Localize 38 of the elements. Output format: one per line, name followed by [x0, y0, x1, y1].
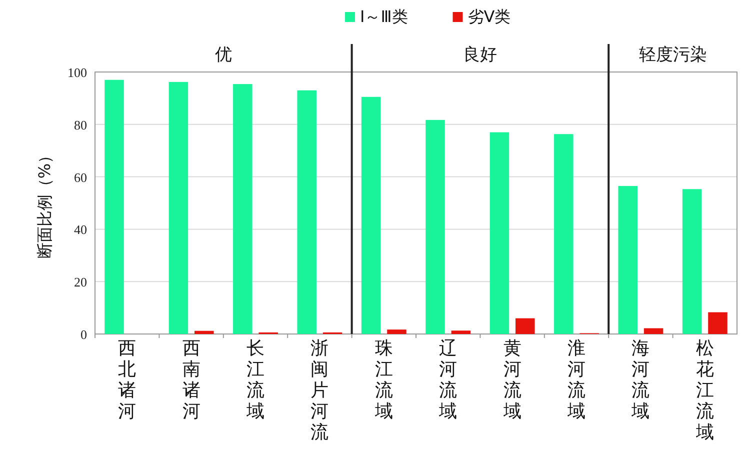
y-tick-label: 80 — [74, 117, 87, 132]
bar — [682, 189, 702, 334]
bar — [361, 96, 381, 334]
x-tick-label: 长江流域 — [246, 338, 264, 422]
bar — [297, 90, 316, 334]
text: 优 — [214, 45, 232, 65]
x-tick-label: 西南诸河 — [182, 338, 200, 422]
bar — [708, 312, 728, 334]
x-tick-label: 海河流域 — [630, 338, 650, 422]
legend-label: Ⅰ～Ⅲ类 — [360, 7, 408, 26]
bar — [104, 80, 124, 334]
x-tick-label: 淮河流域 — [566, 338, 586, 422]
y-tick-label: 20 — [74, 274, 87, 290]
bar — [387, 330, 406, 334]
bar — [194, 330, 214, 334]
bar — [644, 328, 664, 334]
bar — [516, 318, 535, 334]
y-tick-label: 100 — [68, 65, 87, 80]
bar — [233, 84, 252, 334]
y-tick-label: 0 — [80, 327, 87, 342]
x-tick-label: 辽河流域 — [438, 338, 458, 422]
bar — [451, 330, 471, 334]
legend-label: 劣Ⅴ类 — [468, 7, 511, 26]
x-tick-label: 松花江流域 — [694, 338, 714, 443]
bar — [554, 134, 574, 334]
x-tick-label: 西北诸河 — [118, 338, 136, 422]
y-tick-label: 40 — [74, 222, 87, 238]
y-tick-label: 60 — [74, 170, 87, 185]
bar — [168, 82, 188, 334]
bar — [618, 186, 638, 334]
x-tick-label: 珠江流域 — [374, 338, 393, 422]
x-tick-label: 黄河流域 — [502, 338, 522, 422]
bar — [426, 120, 445, 334]
text: 轻度污染 — [638, 45, 707, 65]
y-axis-title: 断面比例（%） — [35, 147, 54, 259]
x-tick-label: 浙闽片河流 — [310, 338, 329, 443]
text: 良好 — [463, 45, 498, 65]
bar — [490, 132, 510, 334]
